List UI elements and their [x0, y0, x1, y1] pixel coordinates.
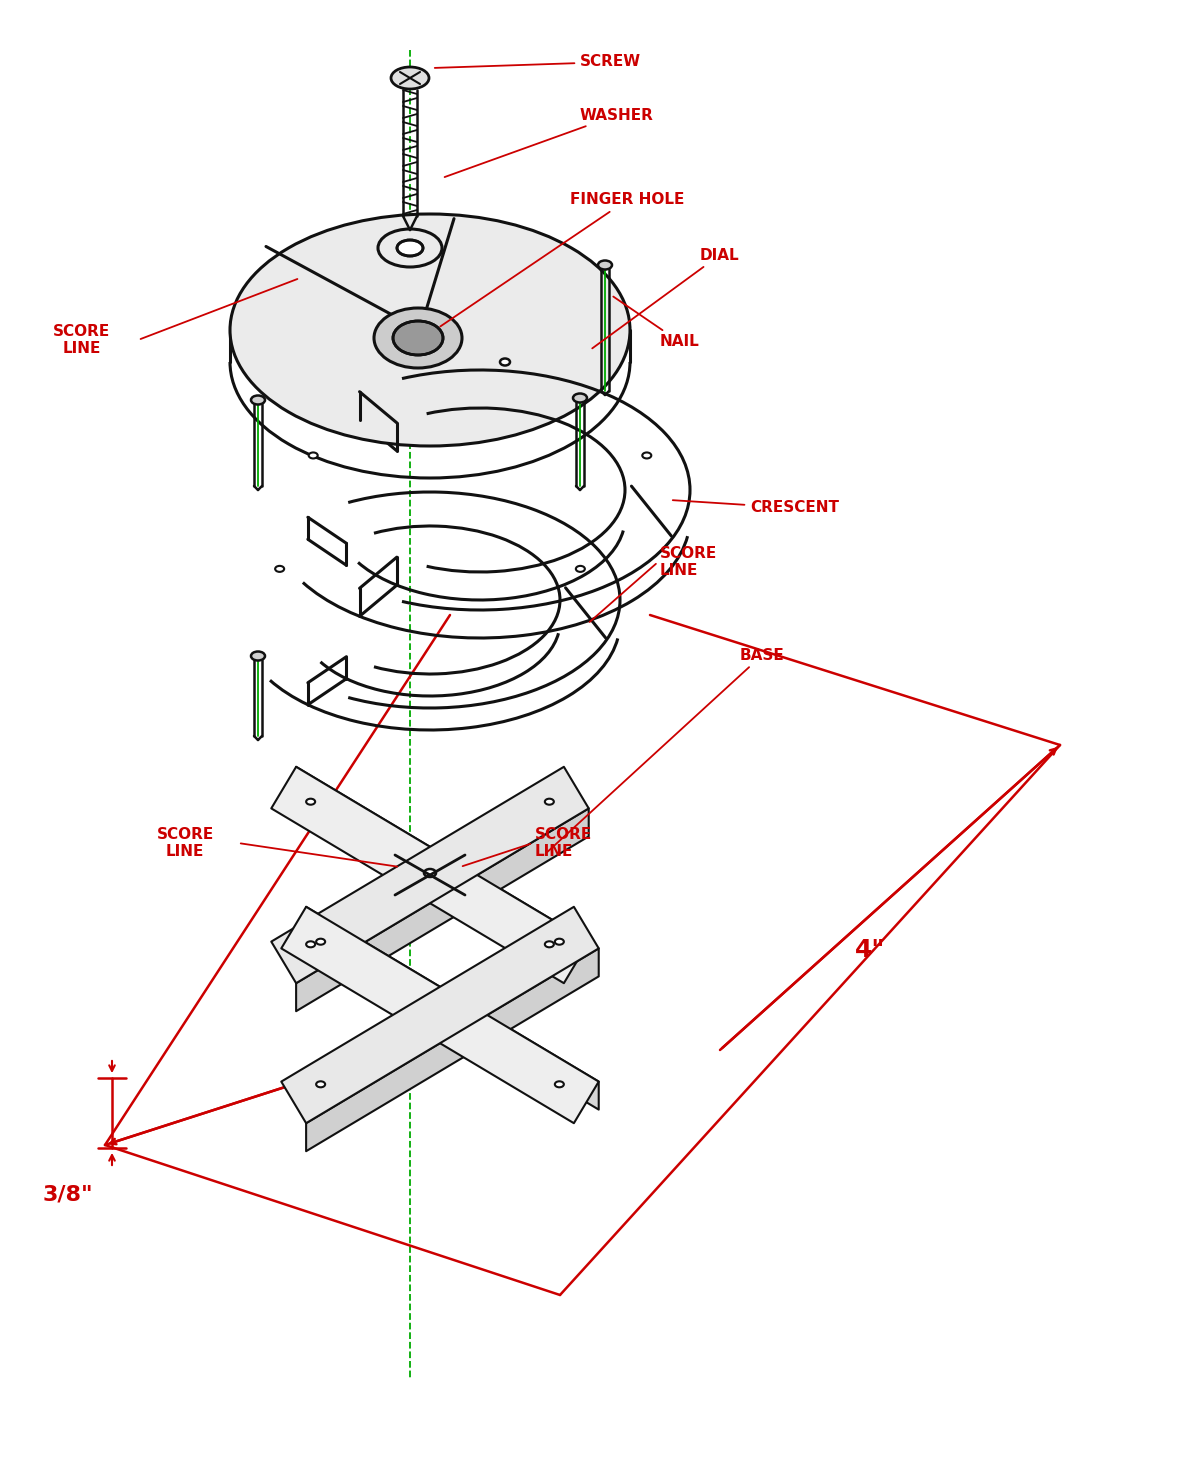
Text: SCORE
LINE: SCORE LINE: [535, 826, 593, 859]
Text: BASE: BASE: [546, 647, 785, 853]
Ellipse shape: [251, 395, 265, 405]
Ellipse shape: [545, 941, 554, 947]
Text: SCORE
LINE: SCORE LINE: [156, 826, 214, 859]
Ellipse shape: [424, 869, 436, 876]
Text: 4": 4": [854, 938, 886, 962]
Ellipse shape: [251, 652, 265, 661]
Ellipse shape: [554, 1082, 564, 1088]
Ellipse shape: [554, 938, 564, 945]
Polygon shape: [306, 907, 599, 1110]
Ellipse shape: [230, 214, 630, 446]
Ellipse shape: [574, 393, 587, 402]
Text: WASHER: WASHER: [445, 107, 654, 178]
Text: SCREW: SCREW: [434, 54, 641, 69]
Ellipse shape: [316, 938, 325, 945]
Ellipse shape: [642, 452, 652, 458]
Polygon shape: [281, 907, 599, 1123]
Text: CRESCENT: CRESCENT: [673, 501, 839, 515]
Ellipse shape: [394, 321, 443, 355]
Text: NAIL: NAIL: [613, 297, 700, 349]
Polygon shape: [296, 766, 589, 969]
Ellipse shape: [500, 358, 510, 366]
Text: DIAL: DIAL: [593, 248, 739, 348]
Polygon shape: [306, 948, 599, 1151]
Ellipse shape: [397, 239, 424, 255]
Ellipse shape: [378, 229, 442, 267]
Text: SCORE
LINE: SCORE LINE: [53, 324, 110, 357]
Text: SCORE
LINE: SCORE LINE: [660, 546, 718, 578]
Text: 3/8": 3/8": [43, 1185, 94, 1205]
Polygon shape: [271, 766, 589, 984]
Ellipse shape: [391, 68, 430, 90]
Polygon shape: [281, 907, 599, 1123]
Ellipse shape: [308, 452, 318, 458]
Ellipse shape: [576, 565, 584, 573]
Text: FINGER HOLE: FINGER HOLE: [440, 192, 684, 326]
Polygon shape: [296, 809, 589, 1011]
Ellipse shape: [306, 799, 316, 804]
Ellipse shape: [374, 308, 462, 368]
Ellipse shape: [598, 260, 612, 270]
Polygon shape: [271, 766, 589, 984]
Ellipse shape: [545, 799, 554, 804]
Ellipse shape: [275, 565, 284, 573]
Ellipse shape: [316, 1082, 325, 1088]
Ellipse shape: [306, 941, 316, 947]
